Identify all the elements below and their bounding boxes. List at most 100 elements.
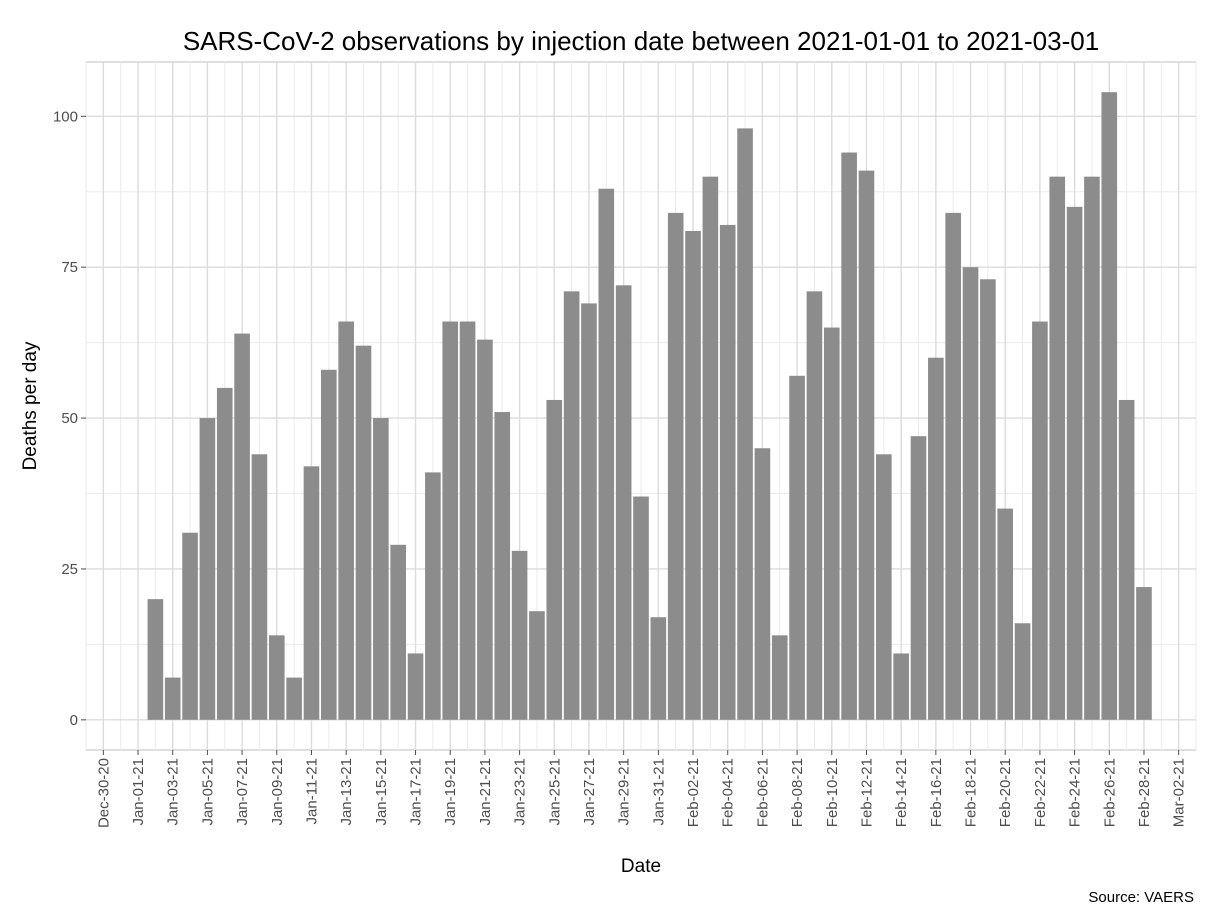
bar — [1049, 176, 1066, 720]
bar — [893, 653, 909, 720]
bar — [147, 599, 164, 720]
bar — [442, 321, 459, 720]
x-tick-label: Jan-09-21 — [269, 758, 286, 826]
bar — [633, 496, 649, 720]
y-tick-label: 75 — [61, 259, 78, 276]
y-tick-label: 50 — [61, 410, 78, 427]
chart-title: SARS-CoV-2 observations by injection dat… — [183, 26, 1099, 56]
bar — [199, 418, 216, 720]
x-tick-label: Feb-18-21 — [963, 758, 980, 827]
x-tick-label: Jan-25-21 — [546, 758, 563, 826]
x-tick-label: Jan-15-21 — [373, 758, 390, 826]
x-tick-label: Feb-24-21 — [1067, 758, 1084, 827]
bar — [1084, 176, 1100, 720]
bar — [268, 635, 285, 720]
bar — [615, 285, 632, 720]
bar — [1118, 399, 1135, 720]
bar — [546, 399, 563, 720]
y-tick-label: 0 — [70, 712, 78, 729]
x-tick-label: Jan-03-21 — [165, 758, 182, 826]
x-tick-label: Jan-27-21 — [581, 758, 598, 826]
x-tick-label: Feb-16-21 — [928, 758, 945, 827]
bar — [216, 387, 233, 720]
x-tick-label: Feb-12-21 — [858, 758, 875, 827]
x-tick-label: Feb-02-21 — [685, 758, 702, 827]
y-tick-label: 25 — [61, 561, 78, 578]
x-tick-label: Feb-10-21 — [824, 758, 841, 827]
bar — [928, 357, 944, 720]
bar — [858, 170, 875, 720]
bar — [667, 212, 684, 720]
x-tick-label: Feb-06-21 — [754, 758, 771, 827]
bar — [702, 176, 719, 720]
bar — [459, 321, 476, 720]
x-tick-label: Jan-05-21 — [199, 758, 216, 826]
bar — [286, 677, 302, 720]
x-axis-title: Date — [621, 856, 661, 877]
x-tick-label: Jan-01-21 — [130, 758, 147, 826]
bar — [737, 128, 753, 720]
bar — [789, 375, 805, 720]
bar — [841, 152, 857, 720]
bar — [806, 291, 823, 720]
bar — [1101, 92, 1118, 720]
bars — [147, 92, 1152, 720]
bar — [1136, 587, 1152, 720]
x-tick-label: Feb-08-21 — [789, 758, 806, 827]
bar — [251, 454, 268, 720]
bar — [980, 279, 996, 720]
bar — [685, 230, 701, 720]
bar — [529, 611, 545, 720]
y-axis-title: Deaths per day — [20, 341, 41, 470]
bar — [1014, 623, 1031, 720]
bar — [234, 333, 250, 720]
bar — [321, 369, 337, 720]
x-tick-label: Feb-28-21 — [1136, 758, 1153, 827]
bar — [425, 472, 441, 720]
bar — [962, 267, 979, 720]
bar — [1032, 321, 1048, 720]
bar — [563, 291, 580, 720]
source-caption: Source: VAERS — [1088, 889, 1194, 906]
bar — [945, 212, 961, 720]
bar — [407, 653, 424, 720]
x-tick-label: Jan-23-21 — [512, 758, 529, 826]
bar — [303, 466, 320, 720]
x-tick-label: Feb-22-21 — [1032, 758, 1049, 827]
bar — [338, 321, 354, 720]
bar — [650, 617, 667, 720]
x-tick-label: Dec-30-20 — [95, 758, 112, 828]
bar — [373, 418, 389, 720]
x-tick-label: Feb-20-21 — [997, 758, 1014, 827]
x-tick-label: Jan-11-21 — [303, 758, 320, 824]
y-tick-label: 100 — [53, 108, 78, 125]
x-tick-label: Feb-04-21 — [720, 758, 737, 827]
bar — [823, 327, 840, 720]
x-tick-label: Jan-17-21 — [408, 758, 425, 826]
bar — [997, 508, 1014, 720]
bar — [164, 677, 181, 720]
bar — [910, 436, 927, 720]
bar — [494, 412, 511, 720]
x-tick-label: Jan-07-21 — [234, 758, 251, 826]
bar — [754, 448, 771, 720]
bar — [581, 303, 597, 720]
bar — [390, 544, 406, 720]
x-axis: Dec-30-20 Jan-01-21 Jan-03-21 Jan-05-21 Jan-… — [95, 750, 1188, 828]
bar — [771, 635, 788, 720]
bar — [598, 188, 615, 720]
x-tick-label: Jan-19-21 — [442, 758, 459, 826]
y-axis: 0 25 50 75 100 — [53, 108, 86, 729]
x-tick-label: Jan-21-21 — [477, 758, 494, 826]
bar — [1066, 206, 1083, 720]
bar — [511, 550, 528, 720]
x-tick-label: Jan-31-21 — [650, 758, 667, 826]
x-tick-label: Mar-02-21 — [1171, 758, 1188, 827]
x-tick-label: Jan-13-21 — [338, 758, 355, 826]
bar — [355, 345, 372, 720]
bar — [477, 339, 493, 720]
x-tick-label: Feb-26-21 — [1101, 758, 1118, 827]
x-tick-label: Feb-14-21 — [893, 758, 910, 827]
bar — [182, 532, 198, 720]
